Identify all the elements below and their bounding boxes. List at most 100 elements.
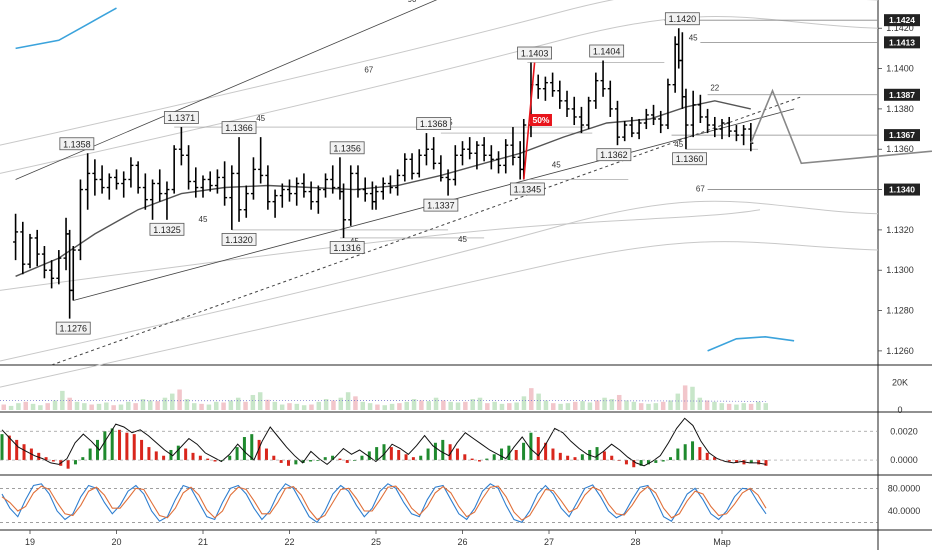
macd-histogram-bar bbox=[397, 449, 401, 461]
volume-bar bbox=[265, 399, 270, 410]
macd-histogram-bar bbox=[242, 437, 246, 461]
macd-histogram-bar bbox=[727, 460, 731, 462]
price-axis-label: 1.1280 bbox=[886, 306, 914, 316]
macd-histogram-bar bbox=[360, 455, 364, 461]
candle-bar bbox=[207, 171, 213, 192]
macd-histogram-bar bbox=[15, 439, 19, 461]
volume-bar bbox=[499, 403, 505, 410]
volume-bar bbox=[734, 404, 739, 410]
price-tag-bg bbox=[884, 129, 920, 142]
volume-bar bbox=[587, 402, 593, 410]
candle-bar bbox=[258, 137, 264, 184]
volume-bar bbox=[763, 403, 768, 410]
candle-bar bbox=[236, 137, 242, 222]
candle-bar bbox=[186, 145, 192, 190]
volume-bar bbox=[52, 400, 58, 410]
price-level-label: 1.1325 bbox=[153, 225, 181, 235]
price-level-label: 1.1358 bbox=[63, 139, 91, 149]
volume-bar bbox=[507, 403, 512, 410]
macd-histogram-bar bbox=[264, 448, 268, 461]
forecast-path bbox=[750, 88, 932, 165]
volume-bar bbox=[353, 396, 358, 410]
candle-bar bbox=[712, 116, 718, 138]
candle-bar bbox=[665, 78, 671, 130]
volume-bar bbox=[514, 402, 519, 410]
price-level-label-box bbox=[596, 148, 632, 162]
volume-bar bbox=[602, 397, 607, 410]
price-level-label-box bbox=[664, 12, 700, 26]
volume-bar bbox=[1, 404, 6, 410]
candle-bar bbox=[330, 165, 336, 194]
envelope-band-line bbox=[0, 209, 761, 291]
stoch-line bbox=[1, 485, 767, 521]
time-axis-label: 21 bbox=[198, 537, 208, 547]
volume-bar bbox=[653, 403, 659, 410]
candle-bar bbox=[20, 221, 26, 275]
macd-histogram-bar bbox=[73, 460, 77, 465]
volume-bar bbox=[345, 392, 351, 410]
volume-bar bbox=[367, 403, 373, 410]
macd-histogram-bar bbox=[441, 439, 445, 461]
macd-histogram-bar bbox=[132, 434, 136, 461]
candle-bar bbox=[341, 183, 347, 238]
candle-bar bbox=[586, 96, 592, 130]
volume-bar bbox=[45, 403, 50, 410]
volume-bar bbox=[294, 403, 300, 410]
candle-bar bbox=[85, 153, 91, 210]
candle-bar bbox=[243, 185, 249, 218]
volume-bar bbox=[668, 400, 673, 410]
price-level-label: 1.1420 bbox=[669, 14, 697, 24]
price-tag: 1.1424 bbox=[889, 15, 915, 25]
fib-ratio-label: 45 bbox=[199, 215, 208, 224]
volume-bar bbox=[741, 403, 747, 410]
candle-bar bbox=[279, 183, 285, 208]
macd-histogram-bar bbox=[176, 445, 180, 461]
time-axis-label: 19 bbox=[25, 537, 35, 547]
volume-bar bbox=[16, 403, 21, 410]
candle-bar bbox=[719, 118, 725, 140]
candle-bar bbox=[34, 229, 40, 267]
candle-bar bbox=[503, 139, 509, 174]
volume-bar bbox=[455, 402, 461, 410]
volume-bar bbox=[646, 403, 651, 410]
volume-bar bbox=[126, 401, 131, 410]
volume-bar bbox=[170, 393, 175, 410]
macd-histogram-bar bbox=[735, 460, 739, 463]
time-axis-label: 26 bbox=[457, 537, 467, 547]
volume-bar bbox=[485, 403, 490, 410]
fib-ratio-label: 45 bbox=[674, 140, 683, 149]
volume-bar bbox=[279, 404, 285, 410]
macd-histogram-bar bbox=[448, 444, 452, 461]
candle-bar bbox=[600, 60, 606, 97]
price-level-label-box bbox=[329, 241, 365, 254]
price-level-label: 1.1368 bbox=[420, 119, 448, 129]
price-level-label-box bbox=[509, 182, 545, 196]
volume-bar bbox=[697, 397, 703, 410]
volume-bar bbox=[206, 404, 212, 410]
candle-bar bbox=[250, 157, 256, 200]
volume-bar bbox=[287, 403, 292, 410]
macd-histogram-bar bbox=[294, 460, 298, 465]
candle-bar bbox=[571, 96, 577, 126]
candle-bar bbox=[362, 177, 368, 202]
macd-histogram-bar bbox=[624, 460, 628, 465]
price-tag-bg bbox=[884, 88, 920, 101]
fib-ratio-label: 67 bbox=[696, 185, 705, 194]
macd-histogram-bar bbox=[404, 454, 408, 461]
macd-histogram-bar bbox=[22, 444, 26, 461]
candle-bar bbox=[697, 94, 703, 124]
price-level-label-box bbox=[423, 198, 459, 212]
candle-bar bbox=[387, 175, 393, 194]
macd-histogram-bar bbox=[492, 454, 496, 461]
volume-bar bbox=[67, 397, 72, 410]
macd-histogram-bar bbox=[345, 460, 349, 463]
price-level-label-box bbox=[416, 117, 452, 130]
volume-bar bbox=[140, 399, 146, 410]
volume-bar bbox=[38, 405, 43, 410]
macd-histogram-bar bbox=[272, 455, 276, 461]
volume-bar bbox=[536, 393, 541, 410]
panel-backgrounds bbox=[0, 0, 878, 530]
volume-panel-bg bbox=[0, 365, 878, 412]
candle-bar bbox=[741, 125, 747, 146]
macd-histogram-bar bbox=[757, 460, 761, 465]
